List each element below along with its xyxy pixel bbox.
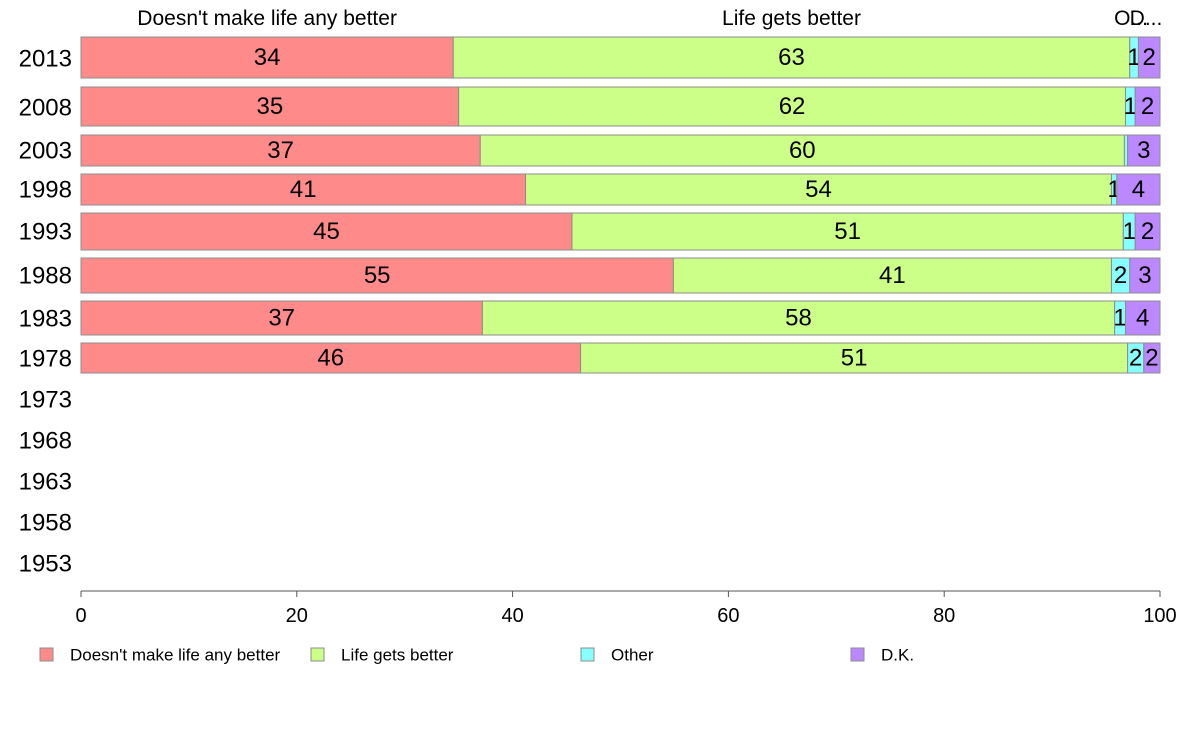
x-tick-label-20: 20 bbox=[286, 605, 308, 627]
bar-label-1993-series-0: 45 bbox=[313, 218, 340, 245]
bar-2013-series-1 bbox=[452, 36, 1131, 79]
bar-label-1983-series-1: 58 bbox=[785, 305, 812, 332]
legend-swatch-0 bbox=[39, 647, 54, 662]
legend-label-1: Life gets better bbox=[341, 646, 454, 665]
x-tick-label-60: 60 bbox=[717, 605, 739, 627]
legend: Doesn't make life any better Life gets be… bbox=[39, 646, 914, 665]
year-label-1978: 1978 bbox=[19, 346, 72, 373]
column-header-0: Doesn't make life any better bbox=[137, 7, 397, 30]
year-label-2008: 2008 bbox=[19, 95, 72, 122]
bar-2008-series-3 bbox=[1134, 86, 1161, 127]
bar-label-1978-series-2: 2 bbox=[1129, 345, 1142, 372]
x-tick-label-80: 80 bbox=[933, 605, 955, 627]
bar-1983-series-1 bbox=[481, 300, 1116, 336]
legend-swatch-3 bbox=[850, 647, 865, 662]
bar-1998-series-3 bbox=[1116, 173, 1161, 206]
bar-label-1998-series-0: 41 bbox=[290, 176, 317, 203]
legend-label-3: D.K. bbox=[881, 646, 914, 665]
bar-label-2008-series-3: 2 bbox=[1141, 93, 1154, 120]
bar-label-2008-series-0: 35 bbox=[256, 93, 283, 120]
bar-2003-series-3 bbox=[1127, 134, 1161, 167]
year-label-1973: 1973 bbox=[19, 387, 72, 414]
bar-label-1983-series-0: 37 bbox=[268, 305, 295, 332]
year-label-1953: 1953 bbox=[19, 551, 72, 578]
column-header-3: D... bbox=[1130, 7, 1163, 30]
bar-label-1983-series-3: 4 bbox=[1136, 305, 1149, 332]
bar-label-1993-series-1: 51 bbox=[834, 218, 861, 245]
bar-label-2003-series-3: 3 bbox=[1137, 137, 1150, 164]
bar-label-1993-series-2: 1 bbox=[1123, 218, 1136, 245]
bar-1998-series-1 bbox=[525, 173, 1112, 206]
year-label-1998: 1998 bbox=[19, 177, 72, 204]
bar-1978-series-0 bbox=[80, 342, 582, 374]
bar-label-1988-series-1: 41 bbox=[879, 262, 906, 289]
bar-label-2003-series-0: 37 bbox=[267, 137, 294, 164]
year-label-1983: 1983 bbox=[19, 306, 72, 333]
bar-1983-series-3 bbox=[1124, 300, 1161, 336]
bar-1978-series-1 bbox=[580, 342, 1129, 374]
year-label-2003: 2003 bbox=[19, 138, 72, 165]
x-tick-label-100: 100 bbox=[1143, 605, 1176, 627]
bar-label-1998-series-1: 54 bbox=[805, 176, 832, 203]
year-label-1963: 1963 bbox=[19, 469, 72, 496]
bars: 34 63 1 235 62 1 237 60 341 54 1 445 51 1 255 41 2 337 58 1… bbox=[80, 36, 1161, 374]
year-label-1993: 1993 bbox=[19, 219, 72, 246]
column-header-1: Life gets better bbox=[722, 7, 861, 30]
legend-swatch-2 bbox=[580, 647, 595, 662]
bar-label-2013-series-3: 2 bbox=[1143, 44, 1156, 71]
year-label-1988: 1988 bbox=[19, 263, 72, 290]
bar-label-1978-series-3: 2 bbox=[1145, 345, 1158, 372]
year-label-2013: 2013 bbox=[19, 46, 72, 73]
bar-label-1978-series-1: 51 bbox=[841, 345, 868, 372]
bar-label-1983-series-2: 1 bbox=[1113, 305, 1126, 332]
x-tick-label-0: 0 bbox=[75, 605, 86, 627]
bar-label-1998-series-3: 4 bbox=[1132, 176, 1145, 203]
bar-2013-series-3 bbox=[1137, 36, 1161, 79]
bar-1988-series-3 bbox=[1129, 257, 1161, 294]
bar-1988-series-0 bbox=[80, 257, 674, 294]
year-label-1958: 1958 bbox=[19, 510, 72, 537]
legend-label-0: Doesn't make life any better bbox=[70, 646, 281, 665]
legend-label-2: Other bbox=[611, 646, 654, 665]
bar-label-2013-series-2: 1 bbox=[1127, 44, 1140, 71]
bar-label-1993-series-3: 2 bbox=[1141, 218, 1154, 245]
bar-label-1978-series-0: 46 bbox=[317, 345, 344, 372]
bar-label-1988-series-3: 3 bbox=[1138, 262, 1151, 289]
bar-label-2013-series-0: 34 bbox=[254, 44, 281, 71]
bar-label-2003-series-1: 60 bbox=[789, 137, 816, 164]
year-label-1968: 1968 bbox=[19, 428, 72, 455]
bar-1988-series-1 bbox=[672, 257, 1112, 294]
bar-1978-series-3 bbox=[1143, 342, 1161, 374]
bar-label-2008-series-2: 1 bbox=[1124, 93, 1137, 120]
bar-label-2008-series-1: 62 bbox=[779, 93, 806, 120]
year-labels: 2013 2008 2003 1998 1993 1988 1983 1978 1973 1968… bbox=[19, 46, 72, 578]
bar-label-1988-series-0: 55 bbox=[364, 262, 391, 289]
bar-1983-series-0 bbox=[80, 300, 483, 336]
column-headers: Doesn't make life any better Life gets be… bbox=[137, 7, 1162, 30]
bar-1998-series-0 bbox=[80, 173, 527, 206]
bar-1993-series-0 bbox=[80, 212, 573, 251]
x-axis: 0 20 40 60 80 100 bbox=[75, 590, 1177, 627]
legend-swatch-1 bbox=[310, 647, 325, 662]
bar-1993-series-3 bbox=[1134, 212, 1161, 251]
bar-label-2013-series-1: 63 bbox=[778, 44, 805, 71]
column-header-2: O... bbox=[1114, 7, 1148, 30]
bar-1993-series-1 bbox=[571, 212, 1124, 251]
bar-label-1988-series-2: 2 bbox=[1114, 262, 1127, 289]
x-tick-label-40: 40 bbox=[501, 605, 523, 627]
